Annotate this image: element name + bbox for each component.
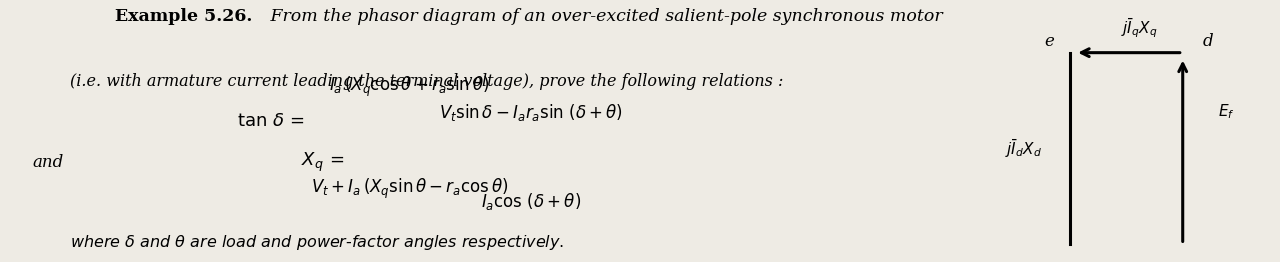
Text: and: and [32, 154, 63, 171]
Text: $X_q\,=$: $X_q\,=$ [301, 151, 344, 174]
Text: $\mathit{where}\ \delta\ \mathit{and}\ \theta\ \mathit{are\ load\ and\ power\tex: $\mathit{where}\ \delta\ \mathit{and}\ \… [70, 232, 564, 252]
Text: $E_f$: $E_f$ [1217, 102, 1235, 121]
Text: e: e [1044, 33, 1055, 50]
Text: $I_a\cos\,(\delta+\theta)$: $I_a\cos\,(\delta+\theta)$ [481, 191, 581, 212]
Text: d: d [1203, 33, 1213, 50]
Text: $V_t\sin\delta - I_a r_a\sin\,(\delta+\theta)$: $V_t\sin\delta - I_a r_a\sin\,(\delta+\t… [439, 102, 623, 123]
Text: $V_t + I_a\,(X_q\sin\theta - r_a\cos\theta)$: $V_t + I_a\,(X_q\sin\theta - r_a\cos\the… [311, 177, 508, 201]
Text: $\tan\,\delta\,=$: $\tan\,\delta\,=$ [237, 112, 305, 129]
Text: From the phasor diagram of an over-excited salient-pole synchronous motor: From the phasor diagram of an over-excit… [265, 8, 942, 25]
Text: $j\bar{I}_q X_q$: $j\bar{I}_q X_q$ [1121, 17, 1157, 40]
Text: (i.e. with armature current leading the terminal voltage), prove the following r: (i.e. with armature current leading the … [70, 73, 783, 90]
Text: Example 5.26.: Example 5.26. [115, 8, 252, 25]
Text: $I_a\,(X_q\cos\theta + r_a\sin\theta)$: $I_a\,(X_q\cos\theta + r_a\sin\theta)$ [329, 74, 490, 99]
Text: $j\bar{I}_d X_d$: $j\bar{I}_d X_d$ [1006, 138, 1042, 160]
